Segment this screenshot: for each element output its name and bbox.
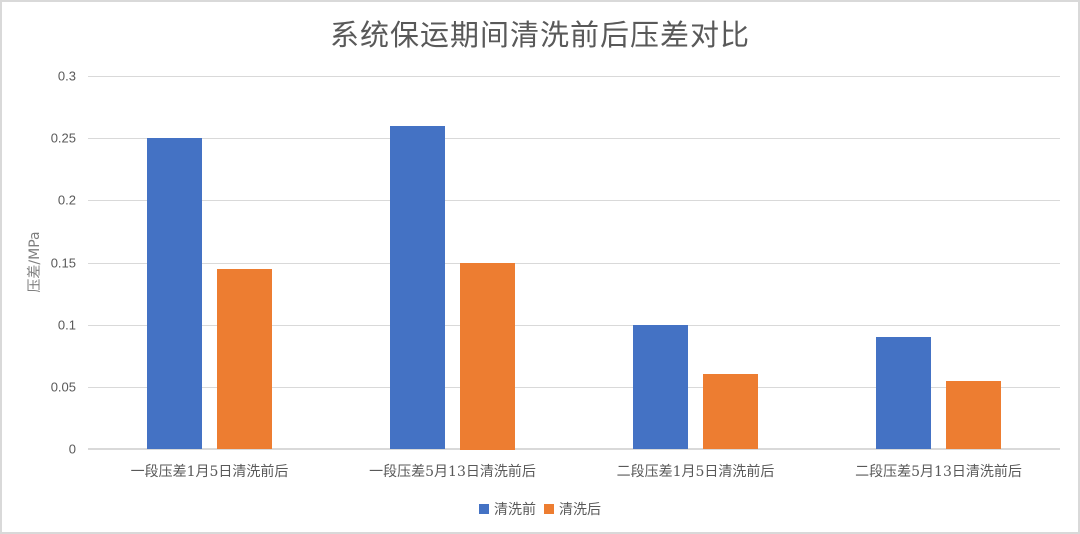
x-axis-line <box>88 448 1060 450</box>
legend-label-before: 清洗前 <box>494 502 536 518</box>
y-tick-label: 0.15 <box>50 255 76 271</box>
bar-after <box>217 269 272 449</box>
y-tick-label: 0 <box>68 441 76 457</box>
y-axis-label: 压差/MPa <box>27 231 43 293</box>
gridline <box>88 263 1060 264</box>
gridline <box>88 387 1060 388</box>
y-tick-label: 0.2 <box>57 192 76 208</box>
bar-after <box>703 374 758 449</box>
legend-swatch-before <box>479 504 489 514</box>
bar-before <box>147 138 202 449</box>
gridline <box>88 200 1060 201</box>
legend: 清洗前 清洗后 <box>0 499 1080 519</box>
gridline <box>88 325 1060 326</box>
y-tick-label: 0.05 <box>50 379 76 395</box>
x-category-label: 二段压差5月13日清洗前后 <box>855 464 1022 480</box>
x-category-label: 二段压差1月5日清洗前后 <box>616 464 775 480</box>
gridline <box>88 138 1060 139</box>
y-tick-label: 0.25 <box>50 130 76 146</box>
x-category-label: 一段压差5月13日清洗前后 <box>369 464 536 480</box>
bar-before <box>876 337 931 449</box>
legend-item-before: 清洗前 <box>479 499 536 519</box>
bar-before <box>390 126 445 449</box>
y-tick-label: 0.1 <box>57 317 76 333</box>
y-tick-label: 0.3 <box>57 68 76 84</box>
x-category-label: 一段压差1月5日清洗前后 <box>130 464 289 480</box>
chart-title: 系统保运期间清洗前后压差对比 <box>329 18 750 52</box>
legend-label-after: 清洗后 <box>559 502 601 518</box>
gridline <box>88 76 1060 77</box>
bar-after <box>946 381 1001 449</box>
bar-before <box>633 325 688 449</box>
legend-swatch-after <box>544 504 554 514</box>
bar-after <box>460 263 515 450</box>
legend-item-after: 清洗后 <box>544 499 601 519</box>
